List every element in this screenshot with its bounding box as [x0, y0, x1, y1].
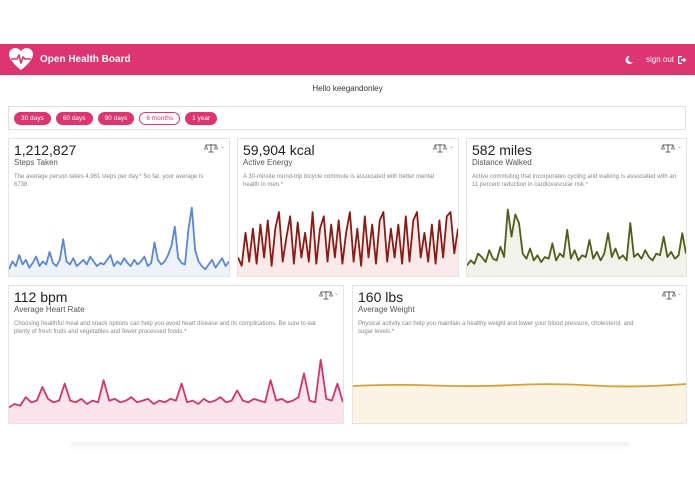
distance-value: 582 miles: [472, 142, 532, 158]
footer-shadow: [70, 442, 630, 450]
distance-chart: [467, 208, 686, 276]
steps-label: Steps Taken: [14, 158, 58, 167]
scale-icon[interactable]: [319, 290, 333, 300]
energy-value: 59,904 kcal: [243, 142, 315, 158]
moon-icon[interactable]: [624, 55, 634, 65]
distance-label: Distance Walked: [472, 158, 532, 167]
chevron-down-icon[interactable]: ⌄: [334, 291, 340, 297]
range-30-days[interactable]: 30 days: [14, 111, 51, 125]
distance-card: 582 miles Distance Walked Active commuti…: [466, 138, 687, 277]
distance-note: Active commuting that incorporates cycli…: [472, 174, 677, 188]
heart-rate-card: 112 bpm Average Heart Rate Choosing heal…: [8, 285, 344, 424]
chevron-down-icon[interactable]: ⌄: [677, 291, 683, 297]
weight-label: Average Weight: [358, 305, 415, 314]
range-90-days[interactable]: 90 days: [97, 111, 135, 125]
distance-chart-area: [467, 209, 686, 276]
heart-pulse-icon: [9, 47, 33, 70]
chevron-down-icon[interactable]: ⌄: [220, 144, 226, 150]
weight-chart: [353, 383, 686, 423]
weight-chart-area: [353, 385, 686, 423]
weight-chart-line: [353, 383, 686, 388]
energy-label: Active Energy: [243, 158, 293, 167]
heart-rate-label: Average Heart Rate: [14, 305, 85, 314]
scale-icon[interactable]: [433, 143, 447, 153]
heart-chart-area: [9, 359, 343, 423]
top-navbar: Open Health Board sign out: [0, 44, 695, 75]
steps-chart: [9, 206, 229, 276]
energy-note: A 30-minute round-trip bicycle commute i…: [243, 174, 435, 188]
chevron-down-icon[interactable]: ⌄: [677, 144, 683, 150]
steps-chart-line: [9, 206, 229, 271]
heart-chart-line: [9, 358, 343, 409]
energy-chart: [238, 211, 458, 276]
app-title: Open Health Board: [40, 54, 131, 65]
brand[interactable]: Open Health Board: [8, 47, 131, 73]
scale-icon[interactable]: [661, 143, 675, 153]
range-1-year[interactable]: 1 year: [185, 111, 218, 125]
range-60-days[interactable]: 60 days: [55, 111, 93, 125]
distance-chart-line: [467, 208, 686, 267]
steps-chart-area: [9, 207, 229, 276]
weight-card: 160 lbs Average Weight Physical activity…: [352, 285, 687, 424]
weight-value: 160 lbs: [358, 289, 404, 305]
sign-out-button[interactable]: sign out: [646, 55, 687, 65]
steps-card: 1,212,827 Steps Taken The average person…: [8, 138, 230, 277]
heart-rate-note: Choosing healthful meal and snack option…: [14, 321, 316, 335]
weight-note: Physical activity can help you maintain …: [358, 321, 634, 335]
scale-icon[interactable]: [204, 143, 218, 153]
energy-chart-line: [238, 211, 458, 267]
steps-note: The average person takes 4,961 steps per…: [14, 174, 204, 188]
heart-rate-value: 112 bpm: [14, 289, 68, 305]
energy-card: 59,904 kcal Active Energy A 30-minute ro…: [237, 138, 459, 277]
scale-icon[interactable]: [662, 290, 676, 300]
greeting-text: Hello keegandonley: [312, 84, 383, 93]
heart-rate-chart: [9, 358, 343, 423]
date-range-selector: 30 days 60 days 90 days 6 months 1 year: [8, 106, 686, 130]
sign-out-icon: [678, 55, 687, 64]
sign-out-label: sign out: [645, 55, 674, 64]
chevron-down-icon[interactable]: ⌄: [449, 144, 455, 150]
range-6-months[interactable]: 6 months: [139, 111, 181, 125]
steps-value: 1,212,827: [14, 142, 77, 158]
